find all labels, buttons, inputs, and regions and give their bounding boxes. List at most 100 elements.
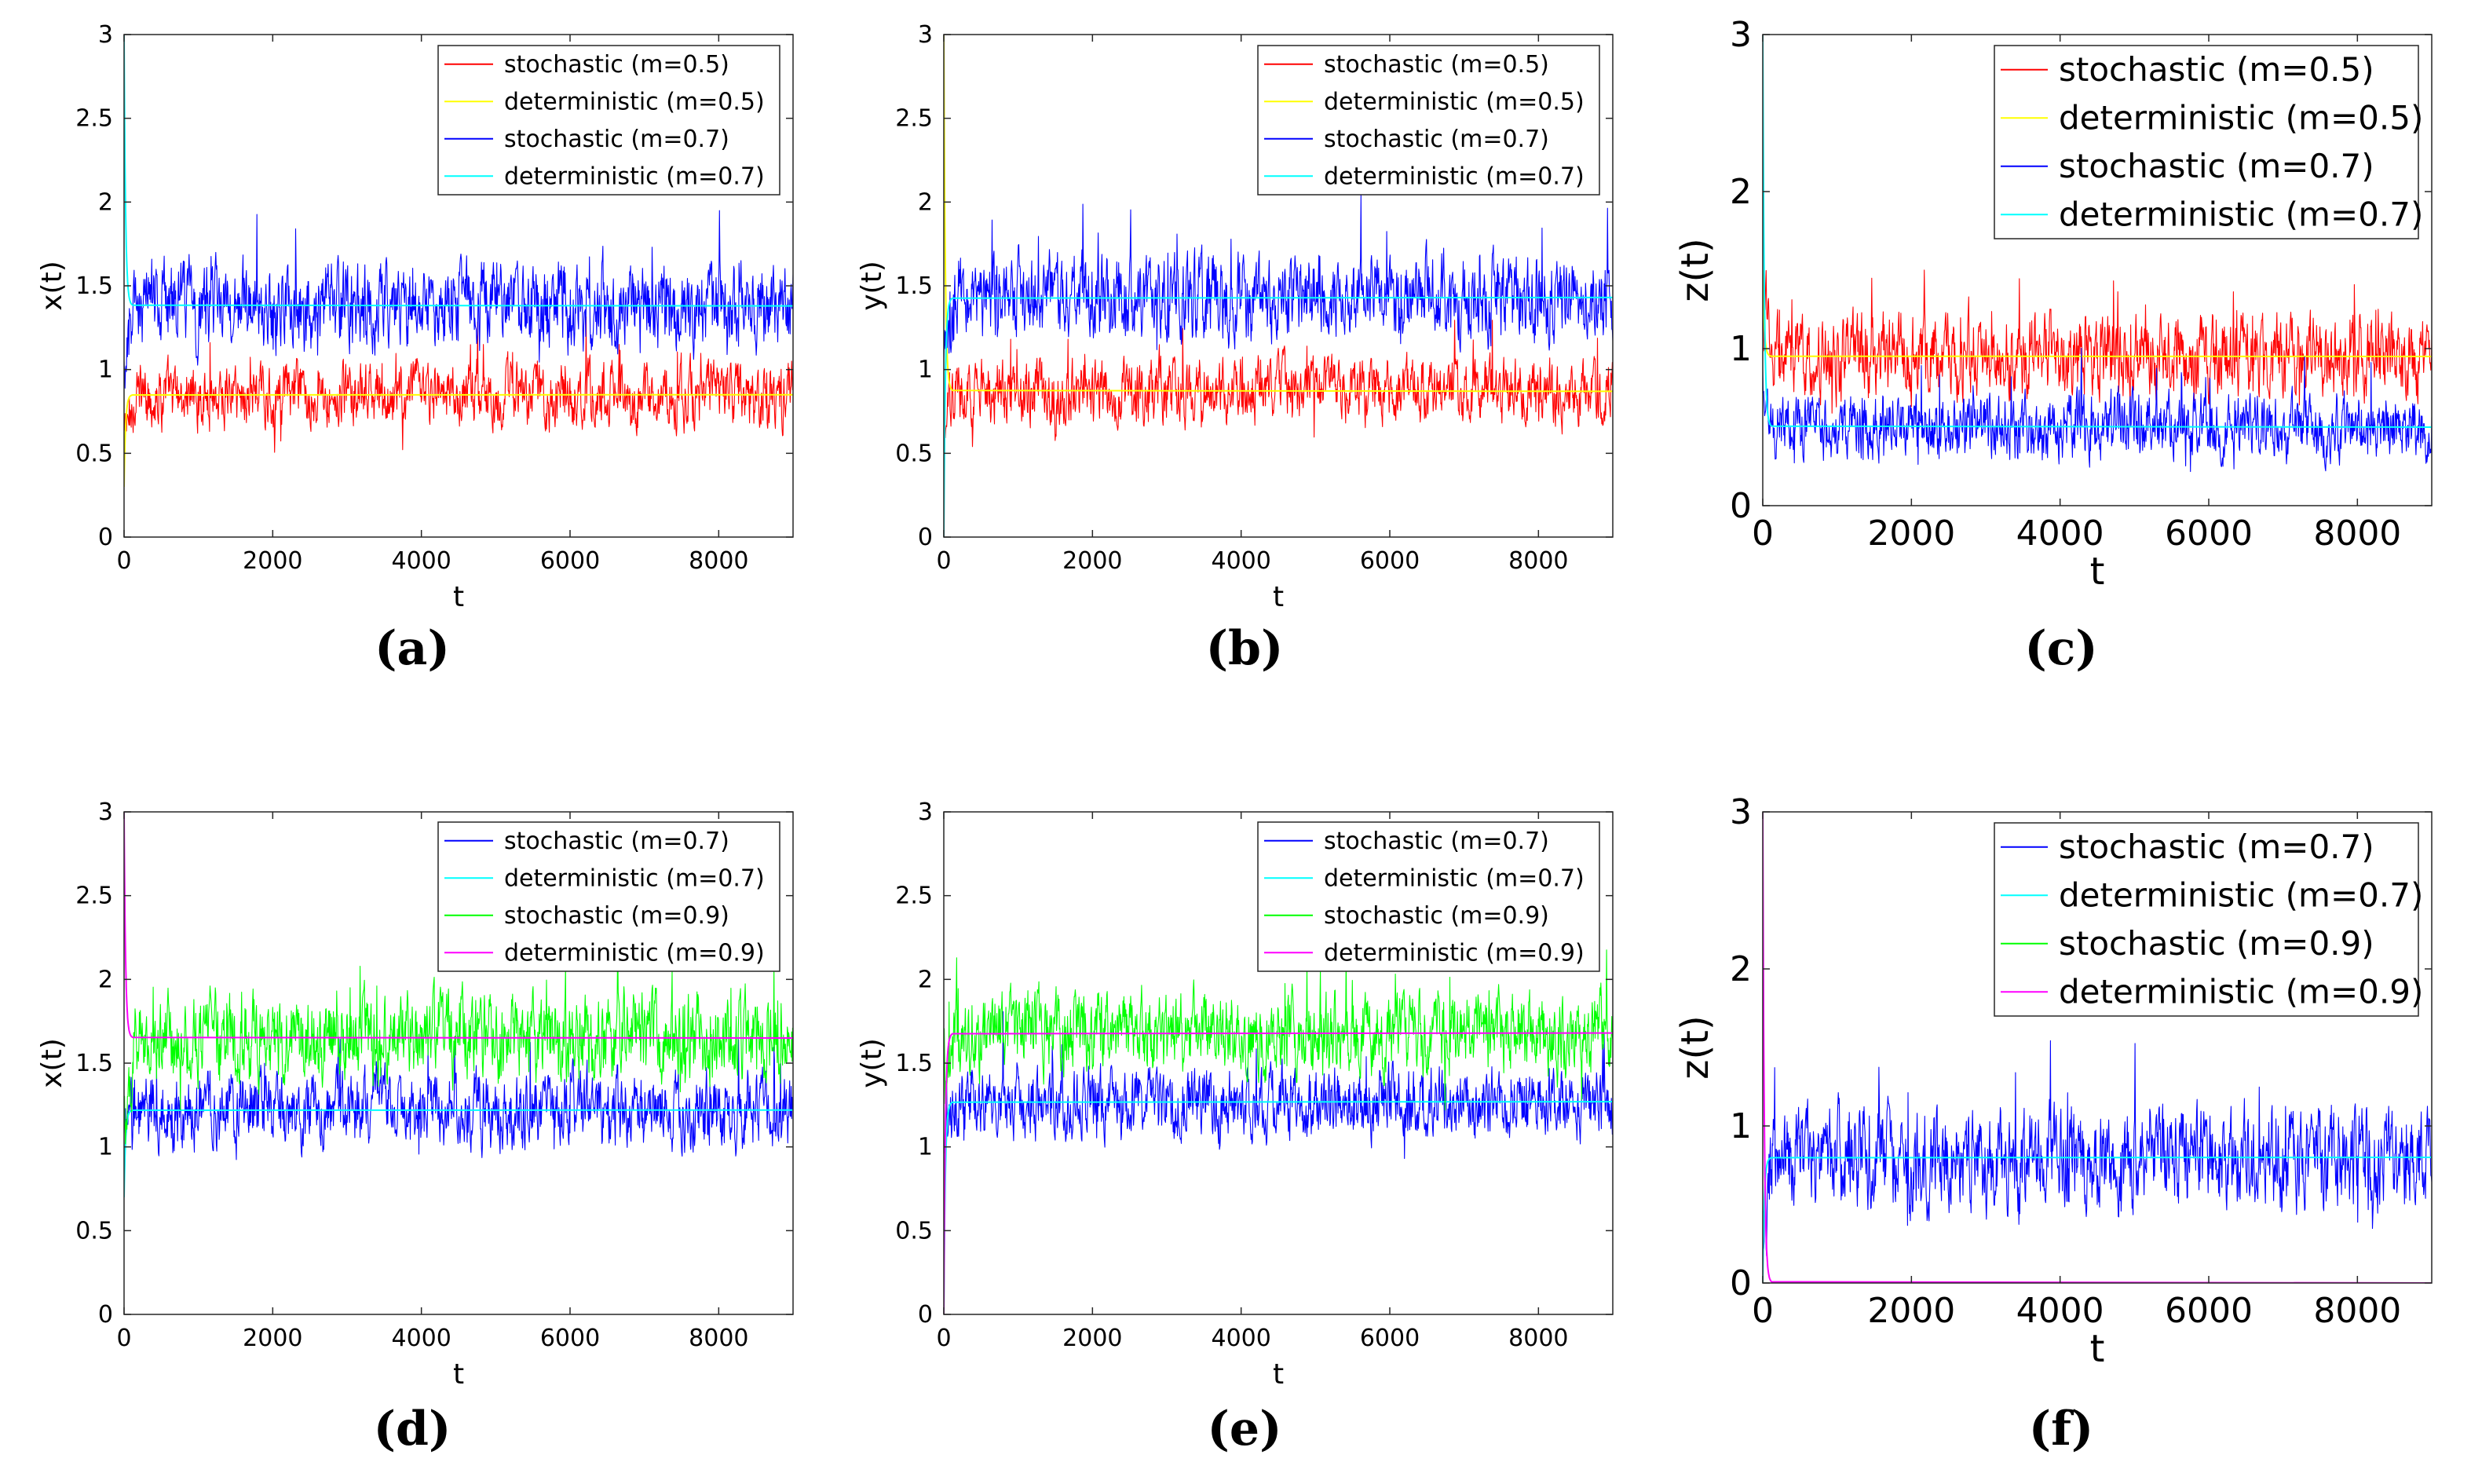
y-tick-label: 1 (1730, 329, 1752, 369)
y-tick-label: 2 (918, 966, 933, 993)
legend-entry: stochastic (m=0.7) (2059, 147, 2374, 185)
legend-entry: deterministic (m=0.7) (2059, 195, 2423, 233)
x-tick-label: 6000 (2165, 1291, 2253, 1331)
y-tick-label: 2 (1730, 172, 1752, 212)
series-line-stochastic-3 (944, 949, 1613, 1113)
y-tick-label: 0 (1730, 1263, 1752, 1303)
y-tick-label: 1 (98, 356, 113, 384)
x-tick-label: 6000 (540, 547, 600, 575)
x-tick-label: 2000 (243, 1325, 302, 1352)
series-line-stochastic-1 (124, 316, 793, 453)
series-line-deterministic-4 (124, 35, 793, 307)
x-tick-label: 4000 (2016, 1291, 2104, 1331)
chart-panel-2: 0 2000 4000 6000 8000 0 0.5 1 1.5 2 2.5 3 t y(t) stoch… (856, 21, 1614, 676)
legend: stochastic (m=0.7) deterministic (m=0.7) s… (437, 821, 780, 972)
series-line-stochastic-1 (124, 1038, 793, 1161)
series-line-deterministic-2 (1763, 1157, 2432, 1283)
x-tick-label: 0 (936, 547, 951, 575)
legend-entry: stochastic (m=0.9) (2059, 924, 2374, 963)
chart-panel-1: 0 2000 4000 6000 8000 0 0.5 1 1.5 2 2.5 3 t x(t) stoch… (36, 21, 794, 676)
y-tick-label: 0 (98, 1301, 113, 1329)
legend-entry: deterministic (m=0.9) (1324, 939, 1585, 967)
panel-label: (b) (1206, 621, 1284, 676)
legend: stochastic (m=0.7) deterministic (m=0.7) s… (1257, 821, 1600, 972)
y-tick-label: 2.5 (895, 883, 933, 910)
y-tick-label: 0.5 (895, 1217, 933, 1245)
series-line-deterministic-4 (124, 812, 793, 1039)
panel-label: (a) (375, 621, 450, 676)
x-tick-label: 4000 (2016, 514, 2104, 554)
x-tick-label: 4000 (391, 1325, 451, 1352)
y-axis-label: z(t) (1673, 238, 1717, 302)
y-tick-label: 2.5 (75, 883, 113, 910)
series-line-stochastic-1 (1763, 1040, 2432, 1257)
y-tick-label: 1.5 (75, 1050, 113, 1077)
x-tick-label: 0 (1752, 1291, 1774, 1331)
y-tick-label: 3 (98, 799, 113, 826)
axes-frame (1762, 811, 2433, 1284)
x-tick-label: 8000 (2313, 514, 2401, 554)
y-tick-label: 2.5 (75, 105, 113, 133)
x-tick-label: 6000 (1360, 547, 1420, 575)
x-tick-label: 0 (116, 547, 131, 575)
y-tick-label: 1 (918, 356, 933, 384)
y-tick-label: 2 (98, 188, 113, 216)
panel-label: (f) (2029, 1402, 2094, 1457)
series-line-stochastic-1 (944, 1011, 1613, 1160)
x-axis-label: t (453, 1358, 464, 1391)
x-tick-label: 6000 (1360, 1325, 1420, 1352)
legend-entry: deterministic (m=0.9) (504, 939, 765, 967)
legend-entry: deterministic (m=0.7) (504, 163, 765, 190)
axes-frame (1762, 34, 2433, 506)
x-axis-label: t (2090, 1327, 2105, 1371)
chart-panel-6: 0 2000 4000 6000 8000 0 1 2 3 t z(t) stochastic (m=… (1673, 792, 2433, 1457)
series-line-stochastic-3 (944, 193, 1613, 359)
series-line-stochastic-3 (124, 933, 793, 1145)
y-tick-label: 1 (1730, 1106, 1752, 1146)
legend-entry: stochastic (m=0.5) (2059, 50, 2374, 89)
legend: stochastic (m=0.7) deterministic (m=0.7) s… (1994, 822, 2423, 1017)
panel-label: (d) (374, 1402, 451, 1457)
y-tick-label: 3 (918, 799, 933, 826)
x-axis-label: t (453, 581, 464, 613)
legend-entry: stochastic (m=0.7) (504, 828, 729, 855)
y-tick-label: 0 (918, 1301, 933, 1329)
legend-entry: stochastic (m=0.7) (504, 126, 729, 153)
series-line-stochastic-3 (1763, 348, 2432, 473)
legend-entry: stochastic (m=0.5) (1324, 51, 1549, 79)
series-line-deterministic-4 (944, 1032, 1613, 1314)
series-line-deterministic-4 (1763, 812, 2432, 1283)
series-line-stochastic-1 (944, 320, 1613, 448)
y-tick-label: 1 (918, 1134, 933, 1161)
y-tick-label: 0.5 (895, 440, 933, 467)
x-tick-label: 6000 (540, 1325, 600, 1352)
chart-panel-3: 0 2000 4000 6000 8000 0 1 2 3 t z(t) stochastic (m=… (1673, 15, 2433, 676)
x-tick-label: 8000 (1508, 1325, 1568, 1352)
y-axis-label: y(t) (856, 261, 888, 311)
legend-entry: stochastic (m=0.7) (1324, 126, 1549, 153)
y-tick-label: 0 (918, 524, 933, 551)
series-line-stochastic-1 (1763, 269, 2432, 414)
y-tick-label: 2 (1730, 949, 1752, 989)
series-line-stochastic-3 (124, 210, 793, 389)
y-tick-label: 3 (918, 21, 933, 49)
series-line-deterministic-2 (944, 35, 1613, 393)
legend-box (1994, 45, 2419, 239)
y-axis-label: z(t) (1673, 1015, 1717, 1079)
legend-entry: stochastic (m=0.9) (504, 902, 729, 930)
x-tick-label: 2000 (1062, 547, 1122, 575)
y-tick-label: 1.5 (895, 272, 933, 300)
legend-entry: deterministic (m=0.7) (2059, 875, 2423, 914)
x-tick-label: 2000 (1867, 514, 1955, 554)
x-tick-label: 4000 (1211, 547, 1270, 575)
legend: stochastic (m=0.5) deterministic (m=0.5) s… (437, 45, 780, 196)
panel-label: (c) (2024, 621, 2097, 676)
chart-panel-4: 0 2000 4000 6000 8000 0 0.5 1 1.5 2 2.5 3 t x(t) stoch… (36, 799, 794, 1457)
x-tick-label: 8000 (2313, 1291, 2401, 1331)
series-line-deterministic-4 (944, 296, 1613, 537)
x-tick-label: 6000 (2165, 514, 2253, 554)
y-axis-label: x(t) (36, 1038, 68, 1088)
legend-entry: stochastic (m=0.9) (1324, 902, 1549, 930)
x-tick-label: 8000 (689, 547, 748, 575)
legend-entry: deterministic (m=0.7) (1324, 163, 1585, 190)
